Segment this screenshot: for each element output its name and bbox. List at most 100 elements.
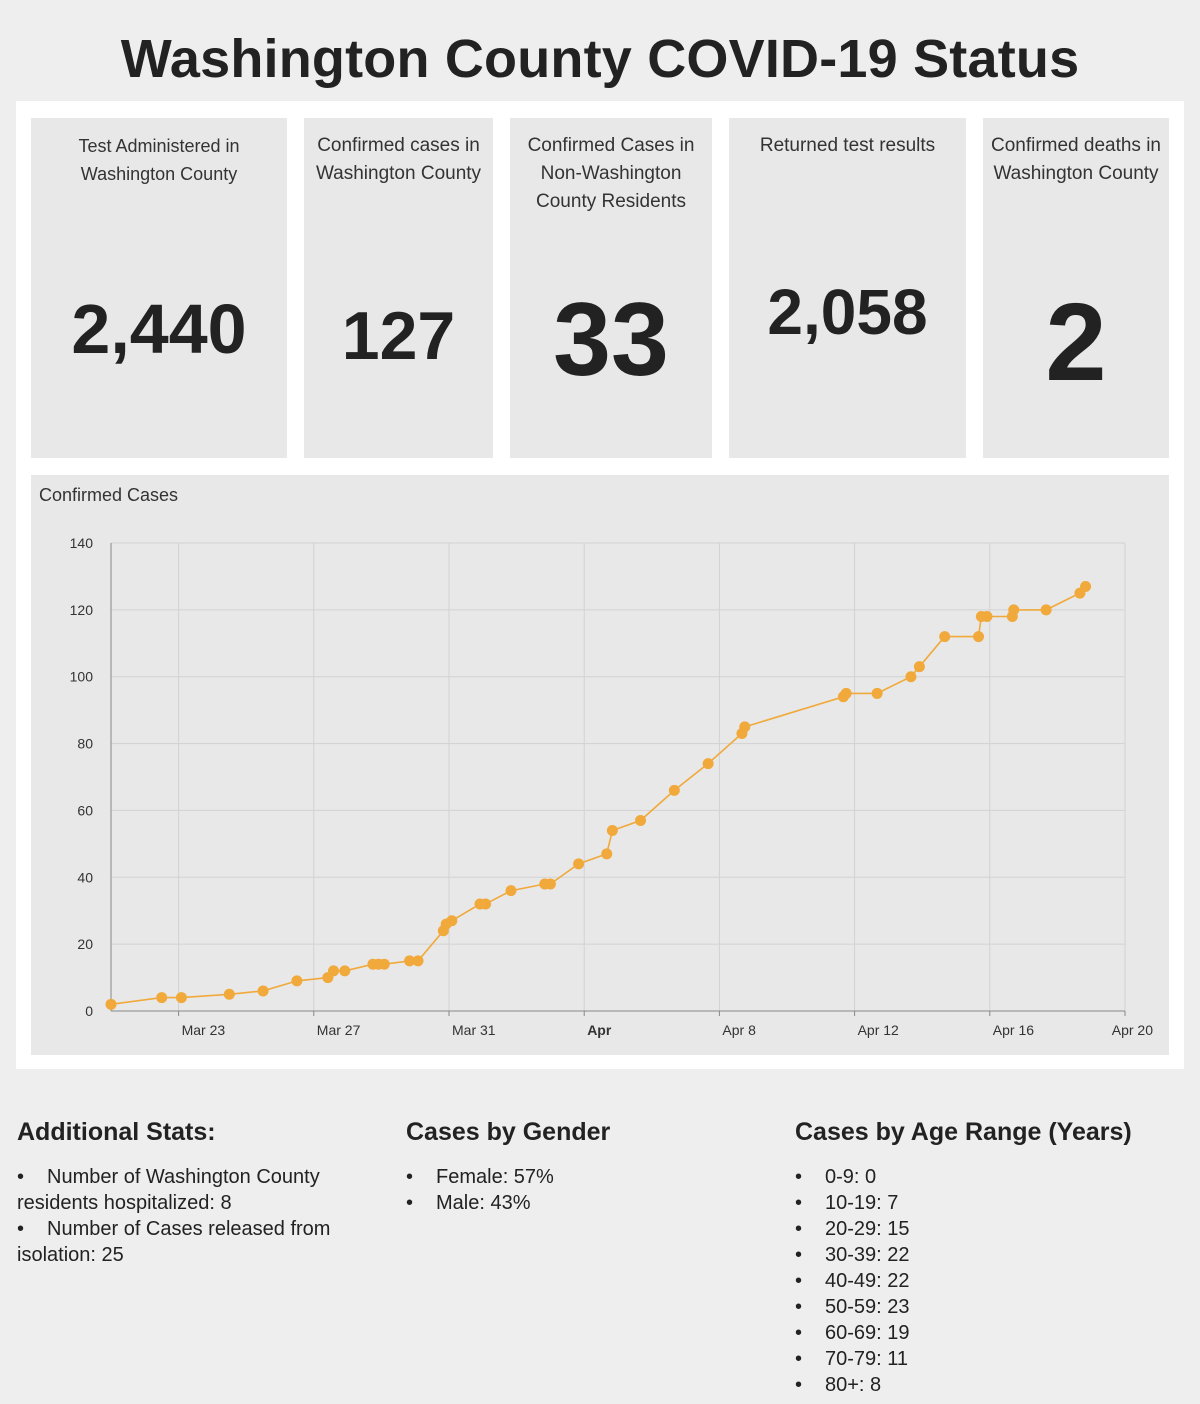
stat-label: Returned test results xyxy=(759,135,936,156)
x-tick-label: Apr 12 xyxy=(858,1022,899,1038)
x-tick-label: Apr 16 xyxy=(993,1022,1034,1038)
list-item-text: Female: 57% xyxy=(436,1166,554,1188)
x-tick-label: Mar 31 xyxy=(452,1022,496,1038)
list-item: • Number of Washington County residents ho… xyxy=(17,1164,387,1216)
list-item-text: 0-9: 0 xyxy=(825,1166,877,1188)
data-point xyxy=(105,998,117,1010)
stat-label: Test Administered in Washington County xyxy=(78,136,240,184)
list-item-text: 30-39: 22 xyxy=(825,1244,910,1266)
data-point xyxy=(1008,604,1020,616)
additional-stats-list: • Number of Washington County residents ho… xyxy=(17,1164,387,1268)
data-point xyxy=(328,965,340,977)
y-tick-label: 60 xyxy=(77,802,93,818)
list-item-text: 20-29: 15 xyxy=(825,1218,910,1240)
stat-value: 33 xyxy=(553,282,669,398)
list-item: • 80+: 8 xyxy=(795,1372,1095,1398)
data-point xyxy=(378,958,390,970)
gender-title: Cases by Gender xyxy=(406,1118,611,1146)
list-item: • Female: 57% xyxy=(406,1164,706,1190)
list-item-text: 70-79: 11 xyxy=(825,1348,909,1370)
data-point xyxy=(905,671,917,683)
stat-value: 2 xyxy=(1045,281,1107,404)
stat-card-non-resident-cases: Confirmed Cases in Non-Washington County… xyxy=(510,118,712,458)
age-list: • 0-9: 0 • 10-19: 7 • 20-29: 15 • 30-39: 22 • 40-… xyxy=(795,1164,1095,1398)
data-point xyxy=(480,898,492,910)
data-point xyxy=(544,878,556,890)
additional-stats-title: Additional Stats: xyxy=(17,1118,216,1146)
bullet: • xyxy=(17,1218,25,1240)
list-item-text: 10-19: 7 xyxy=(825,1192,899,1214)
data-point xyxy=(668,784,680,796)
data-point xyxy=(981,611,993,623)
y-tick-label: 120 xyxy=(70,602,94,618)
list-item-text: isolation: 25 xyxy=(17,1244,124,1266)
data-point xyxy=(573,858,585,870)
stat-card-deaths: Confirmed deaths in Washington County 2 xyxy=(983,118,1169,458)
series-line xyxy=(110,585,1087,1006)
x-tick-label: Apr 20 xyxy=(1112,1022,1153,1038)
list-item: • 20-29: 15 xyxy=(795,1216,1095,1242)
data-point xyxy=(291,975,303,987)
data-point xyxy=(635,814,647,826)
list-item-text: Male: 43% xyxy=(436,1192,531,1214)
confirmed-cases-chart: Confirmed Cases 0 20 40 60 80 100 120 140 Mar 23… xyxy=(31,475,1169,1055)
bullet: • xyxy=(795,1192,803,1214)
list-item-text: 80+: 8 xyxy=(825,1374,882,1396)
y-tick-label: 100 xyxy=(70,669,94,685)
bullet: • xyxy=(795,1374,803,1396)
list-item: • 0-9: 0 xyxy=(795,1164,1095,1190)
bullet: • xyxy=(406,1192,414,1214)
bullet: • xyxy=(406,1166,414,1188)
data-point xyxy=(840,687,852,699)
list-item-text: Number of Washington County xyxy=(47,1166,320,1188)
bullet: • xyxy=(795,1296,803,1318)
line-chart: 0 20 40 60 80 100 120 140 Mar 23 Mar 27 Mar 31 Apr A… xyxy=(70,535,1154,1038)
stat-card-confirmed-cases: Confirmed cases in Washington County 127 xyxy=(304,118,493,458)
data-point xyxy=(1080,580,1092,592)
data-point xyxy=(339,965,351,977)
gender-list: • Female: 57% • Male: 43% xyxy=(406,1164,706,1216)
list-item: • 70-79: 11 xyxy=(795,1346,1095,1372)
data-point xyxy=(913,661,925,673)
bullet: • xyxy=(17,1166,25,1188)
list-item-text: residents hospitalized: 8 xyxy=(17,1192,232,1214)
y-tick-label: 20 xyxy=(77,936,93,952)
list-item-text: 60-69: 19 xyxy=(825,1322,910,1344)
data-point xyxy=(739,721,751,733)
data-point xyxy=(412,955,424,967)
stat-value: 2,058 xyxy=(767,276,928,348)
bullet: • xyxy=(795,1244,803,1266)
stat-card-tests-administered: Test Administered in Washington County 2… xyxy=(31,118,287,458)
stat-value: 2,440 xyxy=(71,290,247,368)
data-point xyxy=(156,992,168,1004)
y-tick-label: 140 xyxy=(70,535,94,551)
list-item: • Male: 43% xyxy=(406,1190,706,1216)
list-item: • 30-39: 22 xyxy=(795,1242,1095,1268)
y-tick-label: 80 xyxy=(77,736,93,752)
list-item-text: Number of Cases released from xyxy=(47,1218,331,1240)
data-point xyxy=(257,985,269,997)
y-tick-label: 0 xyxy=(85,1003,93,1019)
list-item-text: 40-49: 22 xyxy=(825,1270,910,1292)
data-point xyxy=(702,758,714,770)
list-item: • Number of Cases released from isolation:… xyxy=(17,1216,387,1268)
bullet: • xyxy=(795,1166,803,1188)
bullet: • xyxy=(795,1322,803,1344)
list-item: • 40-49: 22 xyxy=(795,1268,1095,1294)
data-point xyxy=(606,824,618,836)
bullet: • xyxy=(795,1218,803,1240)
data-point xyxy=(939,631,951,643)
data-point xyxy=(446,915,458,927)
data-point xyxy=(973,631,985,643)
stat-value: 127 xyxy=(341,298,456,374)
data-point xyxy=(404,955,416,967)
stat-label: Confirmed cases in Washington County xyxy=(315,135,482,184)
list-item-text: 50-59: 23 xyxy=(825,1296,910,1318)
x-tick-label: Apr xyxy=(587,1022,612,1038)
bullet: • xyxy=(795,1270,803,1292)
y-tick-label: 40 xyxy=(77,869,93,885)
data-point xyxy=(505,885,517,897)
stat-label: Confirmed deaths in Washington County xyxy=(990,135,1162,184)
data-point xyxy=(601,848,613,860)
bullet: • xyxy=(795,1348,803,1370)
